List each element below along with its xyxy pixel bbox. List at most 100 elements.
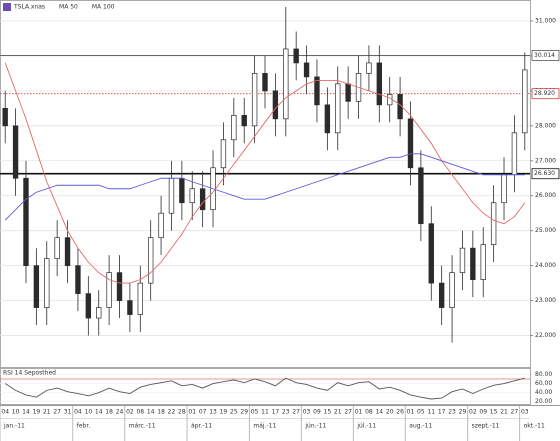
x-tick-label: 09 [313, 409, 321, 416]
candle-body [293, 48, 299, 64]
x-tick-label: 14 [95, 409, 103, 416]
candle-body [12, 125, 19, 179]
candle-body [64, 237, 71, 266]
candle-body [335, 83, 341, 134]
level-tag [531, 168, 560, 180]
candle-body [303, 62, 310, 78]
candle-body [501, 174, 507, 204]
candle-body [449, 272, 455, 308]
x-tick-label: 08 [136, 409, 144, 416]
x-tick-label: 07 [199, 409, 207, 416]
x-tick-label: 01 [407, 409, 415, 416]
y-tick-label: 26.000 [535, 192, 556, 199]
x-tick-label: 23 [282, 409, 290, 416]
y-tick-label: 31.000 [535, 17, 556, 24]
legend-entry[interactable]: MA 50 [59, 4, 78, 11]
candle-body [418, 167, 424, 225]
level-label: 26.630 [534, 170, 555, 177]
x-tick-label: 15 [324, 409, 332, 416]
x-tick-label: 04 [1, 409, 9, 416]
candle-body [241, 114, 247, 127]
x-tick-label: 20 [386, 409, 394, 416]
month-label: aug.-11 [409, 423, 432, 430]
y-tick-label: 27.000 [535, 157, 556, 164]
month-label: jún.-11 [304, 423, 326, 430]
y-tick-label: 23.000 [535, 297, 556, 304]
x-tick-label: 22 [168, 409, 176, 416]
candle-body [251, 73, 258, 127]
x-tick-label: 02 [126, 409, 134, 416]
x-tick-label: 19 [33, 409, 41, 416]
level-tag [531, 50, 560, 61]
candle-body [314, 76, 320, 106]
level-label: 28.920 [534, 90, 555, 97]
x-tick-label: 24 [116, 409, 124, 416]
legend-entry[interactable]: MA 100 [92, 4, 115, 11]
candle-body [137, 282, 143, 315]
legend-entry[interactable]: TSLA.xnas [13, 4, 45, 11]
x-tick-label: 21 [500, 409, 508, 416]
x-tick-label: 21 [334, 409, 342, 416]
rsi-name[interactable]: RSI 14 Seposthed [3, 370, 56, 377]
x-tick-label: 18 [157, 409, 165, 416]
month-label: okt.-11 [524, 423, 545, 430]
candle-body [366, 62, 372, 74]
x-tick-label: 02 [469, 409, 477, 416]
month-label: szept.-11 [472, 423, 500, 430]
candle-body [54, 237, 60, 259]
x-tick-label: 25 [230, 409, 238, 416]
candle-body [44, 258, 50, 308]
candle-body [522, 69, 528, 134]
level-label: 30.014 [534, 52, 555, 59]
candle-body [345, 83, 351, 102]
month-label: febr. [77, 423, 91, 430]
x-tick-label: 10 [12, 409, 20, 416]
x-tick-label: 28 [178, 409, 186, 416]
candle-body [376, 62, 383, 106]
y-tick-label: 22.000 [535, 332, 556, 339]
rsi-panel-frame [0, 368, 531, 405]
x-tick-label: 11 [427, 409, 435, 416]
candle-body [231, 114, 237, 141]
x-tick-label: 27 [344, 409, 352, 416]
x-tick-label: 01 [188, 409, 196, 416]
y-tick-label: 25.000 [535, 227, 556, 234]
candle-body [407, 118, 414, 169]
y-tick-label: 24.000 [535, 262, 556, 269]
y-tick-label: 28.000 [535, 122, 556, 129]
candle-body [147, 237, 154, 284]
candle-body [387, 94, 393, 106]
candle-body [459, 247, 466, 273]
candle-body [428, 223, 434, 284]
rsi-line [4, 377, 525, 400]
month-label: máj.-11 [253, 423, 276, 430]
x-tick-label: 21 [43, 409, 51, 416]
x-tick-label: 27 [511, 409, 519, 416]
candle-body [199, 188, 206, 211]
symbol-icon[interactable] [3, 3, 11, 11]
month-label: márc.-11 [129, 423, 156, 430]
level-tag [531, 88, 560, 100]
candle-body [324, 104, 331, 134]
candle-body [158, 212, 164, 239]
x-tick-label: 09 [479, 409, 487, 416]
x-tick-label: 29 [240, 409, 248, 416]
candle-body [168, 177, 175, 214]
candle-body [262, 73, 268, 92]
candle-body [96, 307, 102, 319]
candle-body [220, 139, 227, 169]
candle-body [23, 177, 29, 266]
candle-body [480, 244, 486, 280]
x-tick-label: 19 [220, 409, 228, 416]
rsi-tick-label: 20.00 [535, 398, 552, 405]
rsi-tick-label: 40.00 [535, 389, 552, 396]
month-label: júl.-11 [356, 423, 376, 430]
candle-body [470, 247, 476, 280]
x-tick-label: 14 [147, 409, 155, 416]
candle-body [490, 202, 497, 246]
x-tick-label: 29 [459, 409, 467, 416]
candle-body [189, 188, 195, 204]
rsi-tick-label: 60.00 [535, 380, 552, 387]
